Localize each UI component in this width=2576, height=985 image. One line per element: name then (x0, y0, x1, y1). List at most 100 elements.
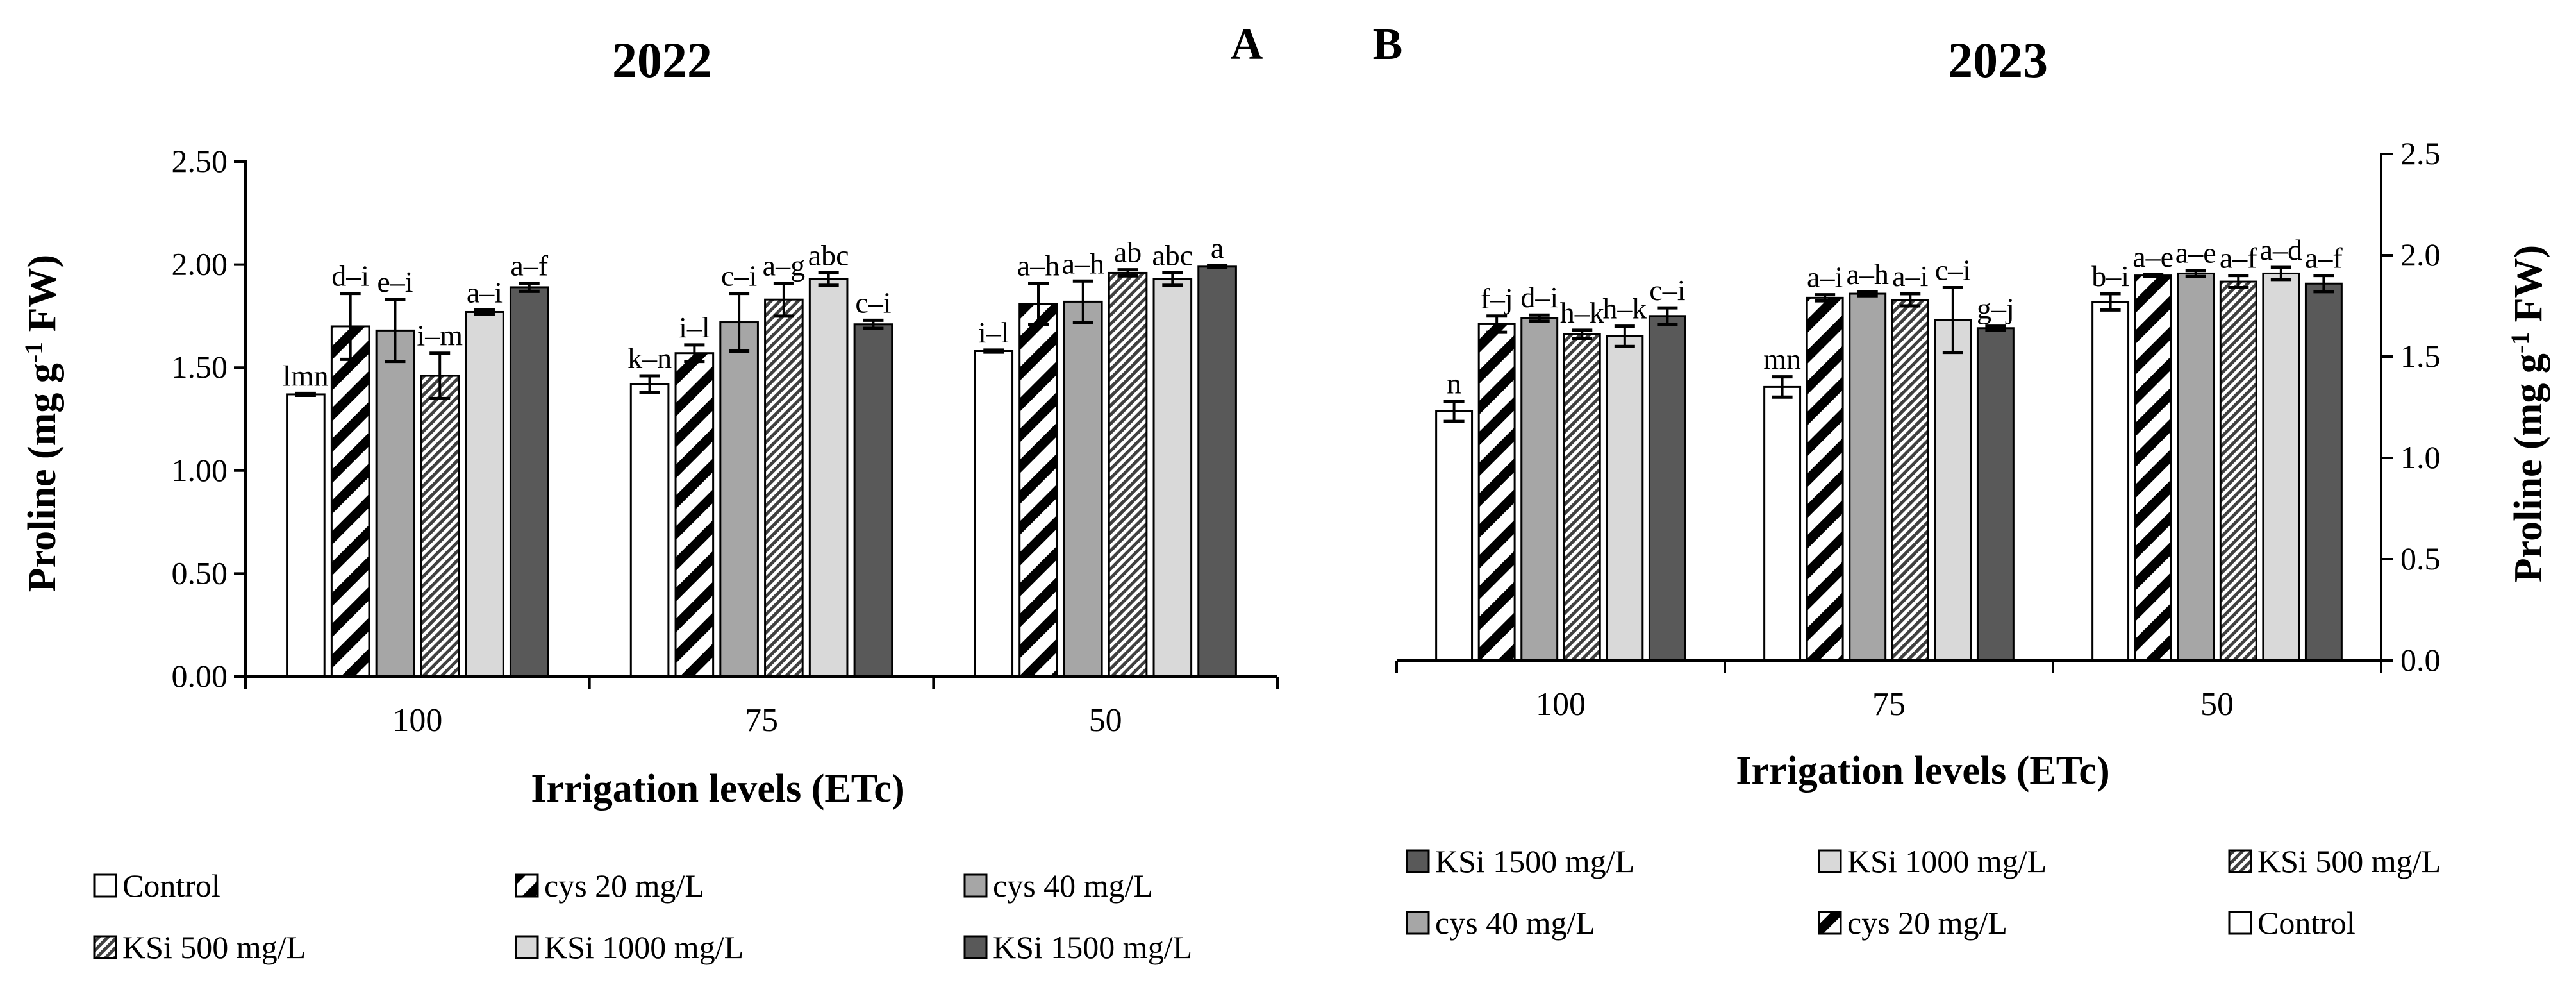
y-tick-label: 0.5 (2400, 541, 2441, 577)
legend-label: KSi 1000 mg/L (544, 929, 744, 965)
significance-letter: i–m (417, 319, 463, 352)
y-tick-label: 0.50 (172, 555, 228, 591)
bar (1648, 315, 1686, 662)
significance-letter: c–i (721, 260, 757, 292)
significance-letter: a–e (2132, 240, 2173, 273)
legend-label: cys 40 mg/L (993, 868, 1153, 904)
bar (1152, 278, 1193, 678)
bar (1435, 410, 1474, 662)
legend-label: KSi 500 mg/L (2257, 843, 2441, 879)
significance-letter: c–i (855, 286, 891, 319)
bar (1763, 385, 1802, 662)
panel-b-xlabel: Irrigation levels (ETc) (1736, 749, 2109, 793)
significance-letter: f–j (1481, 282, 1513, 315)
significance-letter: a–d (2260, 233, 2302, 266)
significance-letter: a–i (467, 276, 503, 308)
panel-a-title: 2022 (612, 32, 712, 88)
legend-swatch (1818, 911, 1842, 935)
significance-letter: a–e (2175, 237, 2216, 269)
x-tick-label: 100 (1536, 686, 1586, 723)
significance-letter: i–l (978, 316, 1010, 349)
y-tick-label: 2.5 (2400, 135, 2441, 171)
bar (1520, 317, 1559, 662)
significance-letter: g–j (1977, 292, 2015, 325)
bar (465, 310, 504, 678)
significance-letter: a–h (1017, 249, 1059, 282)
bar (509, 286, 549, 678)
significance-letter: b–i (2091, 260, 2129, 292)
significance-letter: a–f (2220, 242, 2257, 274)
y-tick-label: 1.00 (172, 452, 228, 488)
panel-a-xlabel: Irrigation levels (ETc) (531, 767, 904, 811)
bar (2262, 272, 2300, 662)
legend-label: Control (122, 868, 220, 904)
legend-swatch (963, 873, 988, 898)
significance-letter: a–i (1807, 261, 1843, 294)
bar (1063, 300, 1103, 678)
legend-swatch (93, 935, 117, 959)
panel-b-letter: B (1373, 20, 1403, 69)
bar (1934, 319, 1972, 662)
legend-swatch (515, 873, 539, 898)
significance-letter: k–n (627, 342, 672, 375)
legend-swatch (1818, 849, 1842, 873)
legend-label: KSi 1500 mg/L (993, 929, 1192, 965)
panel-b-legend: KSi 1500 mg/L KSi 1000 mg/L KSi 500 mg/L cy… (1406, 843, 2441, 941)
panel-b-plot: nmnb–if–ja–ia–ed–ia–ha–eh–ka–ia–fh–kc–ia… (1395, 135, 2441, 723)
bar (330, 325, 370, 678)
legend-swatch (963, 935, 988, 959)
x-tick-label: 100 (392, 702, 442, 739)
legend-label: KSi 1000 mg/L (1847, 843, 2047, 879)
bar (2091, 301, 2130, 662)
legend-swatch (2228, 911, 2252, 935)
significance-letter: a–h (1062, 247, 1104, 280)
bar (853, 323, 893, 678)
legend-swatch (1406, 911, 1430, 935)
bar (1563, 333, 1601, 662)
bar (1806, 296, 1844, 662)
bar (1018, 303, 1058, 678)
panel-a-ylabel: Proline (mg g-1 FW) (19, 255, 64, 592)
y-tick-label: 2.50 (172, 143, 228, 179)
x-tick-label: 50 (2200, 686, 2234, 723)
bar (2134, 274, 2172, 662)
legend-swatch (93, 873, 117, 898)
bar (764, 298, 804, 678)
legend-swatch (2228, 849, 2252, 873)
legend-label: cys 20 mg/L (1847, 905, 2007, 941)
bar (2219, 280, 2257, 662)
legend-label: cys 40 mg/L (1435, 905, 1595, 941)
significance-letter: a–f (2305, 242, 2343, 274)
legend-label: Control (2257, 905, 2356, 941)
significance-letter: a–f (510, 249, 548, 282)
significance-letter: i–l (679, 311, 710, 344)
bar (1197, 265, 1237, 678)
legend-label: cys 20 mg/L (544, 868, 704, 904)
x-tick-label: 50 (1089, 702, 1122, 739)
significance-letter: mn (1763, 343, 1801, 376)
significance-letter: h–k (1602, 292, 1647, 325)
bar (1477, 323, 1516, 662)
bar (808, 278, 849, 678)
y-tick-label: 0.00 (172, 658, 228, 694)
bar (719, 321, 759, 678)
significance-letter: c–i (1649, 274, 1685, 307)
bar (2304, 282, 2343, 662)
bar (674, 352, 715, 678)
significance-letter: a–g (763, 249, 805, 282)
y-tick-label: 0.0 (2400, 642, 2441, 678)
bar (1108, 271, 1148, 678)
significance-letter: c–i (1935, 254, 1971, 287)
significance-letter: e–i (377, 265, 413, 298)
y-tick-label: 1.50 (172, 349, 228, 385)
bar (974, 350, 1014, 678)
significance-letter: abc (808, 239, 849, 271)
legend-swatch (1406, 849, 1430, 873)
x-tick-label: 75 (1872, 686, 1906, 723)
significance-letter: abc (1152, 239, 1193, 271)
bar (2177, 272, 2215, 662)
y-tick-label: 1.5 (2400, 338, 2441, 374)
